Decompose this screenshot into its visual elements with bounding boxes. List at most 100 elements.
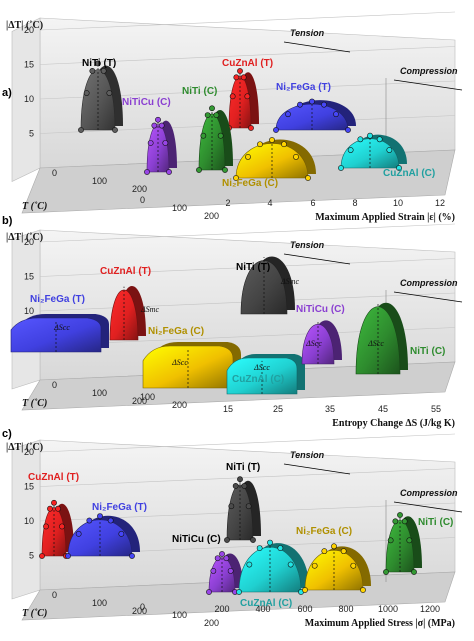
series-niti-t-: NiTi (T) [78, 58, 123, 133]
series-point [209, 105, 215, 112]
series-point [228, 503, 235, 510]
z-front-tick-label: 100 [172, 203, 187, 213]
region-arrow [283, 253, 351, 265]
series-point [97, 513, 103, 519]
series-marker-label: ΔScc [171, 358, 188, 367]
series-area [80, 69, 116, 131]
series-point [144, 169, 150, 175]
series-label: NiTi (T) [226, 462, 260, 473]
z-front-tick-label: 100 [172, 610, 187, 620]
grid-line [39, 468, 456, 487]
series-point [196, 167, 202, 173]
series-niticu-c-: NiTiCu (C) [172, 534, 243, 595]
series-point [236, 589, 242, 595]
y-tick-label: 15 [24, 60, 34, 70]
panel-label: a) [2, 87, 12, 99]
series-point [86, 517, 93, 524]
z-front-tick-label: 200 [204, 618, 219, 628]
x-tick-label: 1000 [378, 604, 398, 614]
grid-line [39, 258, 456, 277]
series-point [217, 132, 224, 139]
series-point [293, 153, 299, 160]
side-wall [11, 17, 41, 182]
series-point [245, 503, 252, 510]
series-point [55, 505, 61, 512]
series-cuznal-c-: CuZnAl (C) [338, 132, 435, 179]
series-point [151, 122, 158, 129]
region-label-compression: Compression [400, 66, 458, 76]
series-point [219, 551, 225, 557]
series-niti-c-: NiTi (C) [182, 86, 233, 173]
series-point [214, 555, 221, 562]
series-point [112, 127, 118, 133]
y-tick-label: 10 [24, 94, 34, 104]
series-label: NiTi (C) [410, 346, 445, 357]
x-tick-label: 2 [225, 198, 230, 208]
series-point [107, 517, 114, 524]
region-arrow [393, 291, 463, 303]
series-ni-fega-c-: Ni₂FeGa (C) [222, 137, 316, 189]
series-point [206, 589, 212, 595]
y-tick-label: 20 [24, 237, 34, 247]
grid-line [39, 433, 456, 453]
series-marker-label: ΔScc [367, 339, 384, 348]
region-label-compression: Compression [400, 278, 458, 288]
series-point [95, 60, 101, 67]
series-ni-fega-c-: Ni₂FeGa (C) [296, 526, 371, 593]
series-point [106, 90, 113, 96]
z-tick-label: 0 [52, 380, 57, 390]
x-tick-label: 35 [325, 404, 335, 414]
series-point [340, 548, 347, 555]
panel-3: 5 10 15 20|ΔT| (˚C) c) Tension Compression 0 100… [2, 428, 463, 629]
series-point [277, 545, 284, 551]
series-area [67, 519, 133, 557]
x-tick-label: 45 [378, 404, 388, 414]
series-point [302, 587, 308, 593]
series-point [248, 125, 254, 131]
region-arrow [283, 41, 351, 53]
x-tick-label: 15 [223, 404, 233, 414]
x-tick-label: 400 [255, 604, 270, 614]
y-axis-label: |ΔT| (˚C) [6, 20, 43, 31]
series-point [411, 569, 417, 575]
region-arrow [283, 463, 351, 475]
series-marker-label: ΔScc [305, 339, 322, 348]
series-point [386, 147, 393, 153]
series-point [213, 112, 220, 119]
grid-line [39, 11, 456, 31]
z-tick-label: 0 [52, 168, 57, 178]
y-tick-label: 5 [29, 129, 34, 139]
z-tick-label: 200 [132, 184, 147, 194]
z-tick-label: 100 [92, 388, 107, 398]
series-point [392, 518, 399, 525]
z-axis-label: T (˚C) [22, 608, 47, 619]
series-marker-label: ΔSmc [140, 305, 159, 314]
series-point [285, 111, 291, 118]
series-area [304, 550, 364, 591]
series-point [118, 530, 125, 537]
series-point [333, 111, 339, 118]
series-label: CuZnAl (T) [100, 266, 151, 277]
series-point [267, 539, 273, 546]
series-ni-fega-c-: Ni₂FeGa (C) ΔScc [142, 326, 241, 389]
series-cuznal-t-: CuZnAl (T) [222, 58, 273, 131]
series-point [233, 175, 239, 181]
grid-line [39, 223, 456, 243]
series-label: NiTiCu (C) [172, 534, 221, 545]
x-tick-label: 1200 [420, 604, 440, 614]
series-niti-t-: NiTi (T) ΔSmc [236, 256, 299, 315]
region-arrow [393, 501, 463, 513]
series-point [287, 561, 294, 568]
series-label: Ni₂FeGa (T) [276, 82, 331, 93]
series-label: Ni₂FeGa (C) [296, 526, 352, 537]
series-point [305, 175, 311, 181]
series-label: Ni₂FeGa (C) [148, 326, 204, 337]
x-tick-label: 6 [310, 198, 315, 208]
series-cuznal-t-: CuZnAl (T) [28, 472, 79, 559]
y-axis-label: |ΔT| (˚C) [6, 442, 43, 453]
series-point [200, 132, 207, 139]
series-niti-c-: NiTi (C) ΔScc [355, 302, 445, 375]
series-point [269, 137, 275, 143]
